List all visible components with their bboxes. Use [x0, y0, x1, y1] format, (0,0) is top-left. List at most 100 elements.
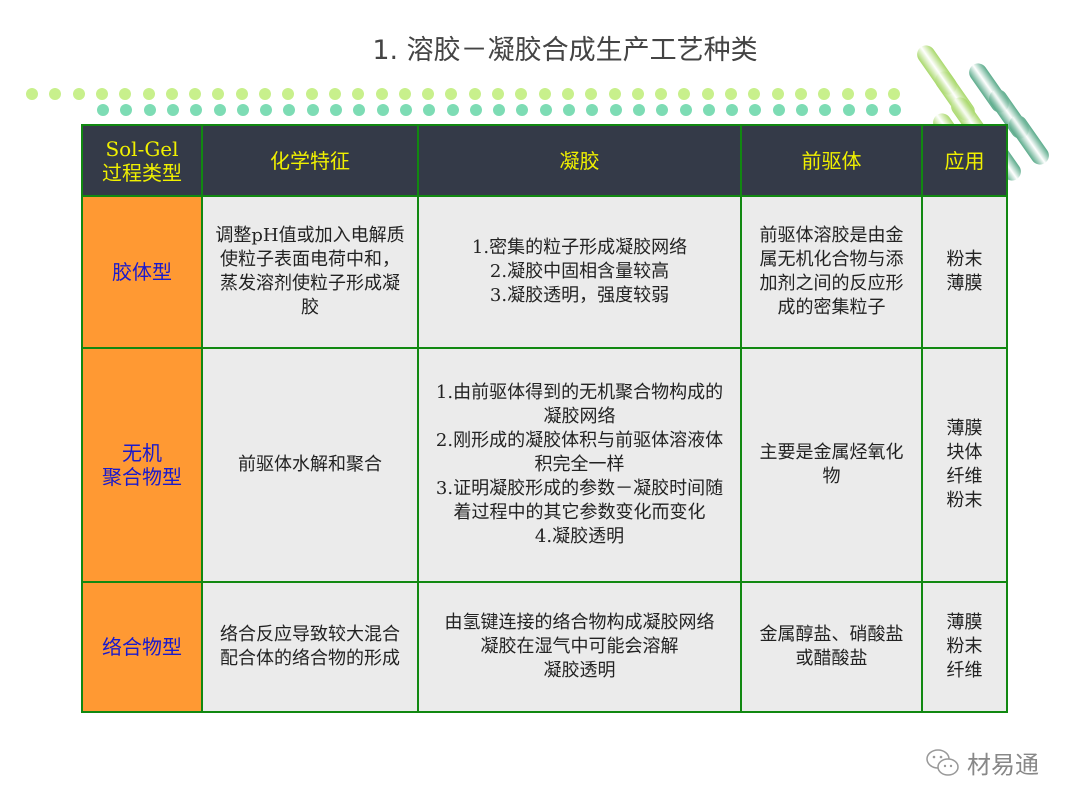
- table-row: 络合物型 络合反应导致较大混合配合体的络合物的形成 由氢键连接的络合物构成凝胶网…: [81, 581, 1008, 713]
- dot: [399, 104, 412, 116]
- sol-gel-table: Sol-Gel 过程类型 化学特征 凝胶 前驱体 应用 胶体型 调整pH值或加入…: [81, 124, 1008, 713]
- dot: [119, 88, 132, 100]
- dot: [771, 88, 784, 100]
- dot: [493, 104, 506, 116]
- dot: [701, 88, 714, 100]
- dot: [818, 88, 831, 100]
- dot: [726, 104, 739, 116]
- dot: [656, 104, 669, 116]
- table-cell: 1.密集的粒子形成凝胶网络 2.凝胶中固相含量较高 3.凝胶透明，强度较弱: [417, 195, 742, 349]
- dot: [539, 104, 552, 116]
- table-cell: 络合反应导致较大混合配合体的络合物的形成: [201, 581, 419, 713]
- dot: [213, 104, 226, 116]
- dot: [865, 104, 878, 116]
- header-cell: 化学特征: [201, 124, 419, 197]
- dot: [423, 104, 436, 116]
- dot: [889, 104, 902, 116]
- dot: [586, 104, 599, 116]
- table-row: 无机 聚合物型 前驱体水解和聚合 1.由前驱体得到的无机聚合物构成的凝胶网络 2…: [81, 347, 1008, 583]
- dot: [819, 104, 832, 116]
- dot: [702, 104, 715, 116]
- dot: [468, 88, 481, 100]
- table-row: 胶体型 调整pH值或加入电解质使粒子表面电荷中和，蒸发溶剂使粒子形成凝胶 1.密…: [81, 195, 1008, 349]
- dot: [306, 104, 319, 116]
- dot: [259, 88, 271, 100]
- dot: [888, 88, 901, 100]
- dot: [794, 88, 807, 100]
- dot: [97, 104, 109, 116]
- header-cell: 前驱体: [740, 124, 923, 197]
- dot: [282, 88, 295, 100]
- dot: [772, 104, 785, 116]
- table-cell: 薄膜 块体 纤维 粉末: [921, 347, 1008, 583]
- table-cell: 前驱体溶胶是由金属无机化合物与添加剂之间的反应形成的密集粒子: [740, 195, 923, 349]
- dot: [585, 88, 598, 100]
- table-cell: 薄膜 粉末 纤维: [921, 581, 1008, 713]
- dot: [608, 88, 621, 100]
- dot: [375, 88, 388, 100]
- header-cell: 凝胶: [417, 124, 742, 197]
- dot: [749, 104, 762, 116]
- dot: [165, 88, 178, 100]
- watermark-text: 材易通: [967, 751, 1039, 779]
- table-cell: 金属醇盐、硝酸盐或醋酸盐: [740, 581, 923, 713]
- dot: [212, 88, 225, 100]
- dot: [469, 104, 482, 116]
- dot: [655, 88, 668, 100]
- dot: [515, 88, 528, 100]
- dot: [679, 104, 692, 116]
- dot: [563, 104, 575, 116]
- dot: [330, 104, 342, 116]
- dot: [120, 104, 133, 116]
- table-cell: 主要是金属烃氧化物: [740, 347, 923, 583]
- dot: [26, 88, 38, 100]
- page-title: 1. 溶胶－凝胶合成生产工艺种类: [372, 35, 758, 66]
- dot: [422, 88, 435, 100]
- table-cell: 前驱体水解和聚合: [201, 347, 419, 583]
- dot: [49, 88, 62, 100]
- dot: [538, 88, 551, 100]
- dot: [142, 88, 155, 100]
- dot: [283, 104, 296, 116]
- wechat-icon: [926, 748, 959, 776]
- header-cell: Sol-Gel 过程类型: [81, 124, 203, 197]
- header-cell: 应用: [921, 124, 1008, 197]
- dot: [842, 104, 855, 116]
- type-cell: 无机 聚合物型: [81, 347, 203, 583]
- dot: [445, 88, 458, 100]
- dot: [398, 88, 411, 100]
- dot: [446, 104, 459, 116]
- dot: [72, 88, 85, 100]
- dot: [352, 88, 365, 100]
- dot: [864, 88, 877, 100]
- dot: [260, 104, 273, 116]
- dot: [143, 104, 156, 116]
- dot: [632, 104, 645, 116]
- dot: [609, 104, 622, 116]
- dot: [492, 88, 504, 100]
- table-cell: 调整pH值或加入电解质使粒子表面电荷中和，蒸发溶剂使粒子形成凝胶: [201, 195, 419, 349]
- dot: [189, 88, 202, 100]
- dot: [166, 104, 179, 116]
- dot: [678, 88, 691, 100]
- dot: [353, 104, 366, 116]
- dot: [376, 104, 389, 116]
- type-cell: 胶体型: [81, 195, 203, 349]
- dot: [235, 88, 248, 100]
- table-cell: 由氢键连接的络合物构成凝胶网络 凝胶在湿气中可能会溶解 凝胶透明: [417, 581, 742, 713]
- dot: [516, 104, 529, 116]
- dot: [841, 88, 854, 100]
- dot: [631, 88, 644, 100]
- dot: [748, 88, 761, 100]
- table-cell: 1.由前驱体得到的无机聚合物构成的凝胶网络 2.刚形成的凝胶体积与前驱体溶液体积…: [417, 347, 742, 583]
- dot: [236, 104, 249, 116]
- table-cell: 粉末 薄膜: [921, 195, 1008, 349]
- dot: [305, 88, 318, 100]
- table-header-row: Sol-Gel 过程类型 化学特征 凝胶 前驱体 应用: [81, 124, 1008, 197]
- dot: [796, 104, 808, 116]
- dot: [190, 104, 203, 116]
- dot: [328, 88, 341, 100]
- dot: [725, 88, 737, 100]
- watermark: 材易通: [925, 745, 1039, 780]
- dot: [95, 88, 108, 100]
